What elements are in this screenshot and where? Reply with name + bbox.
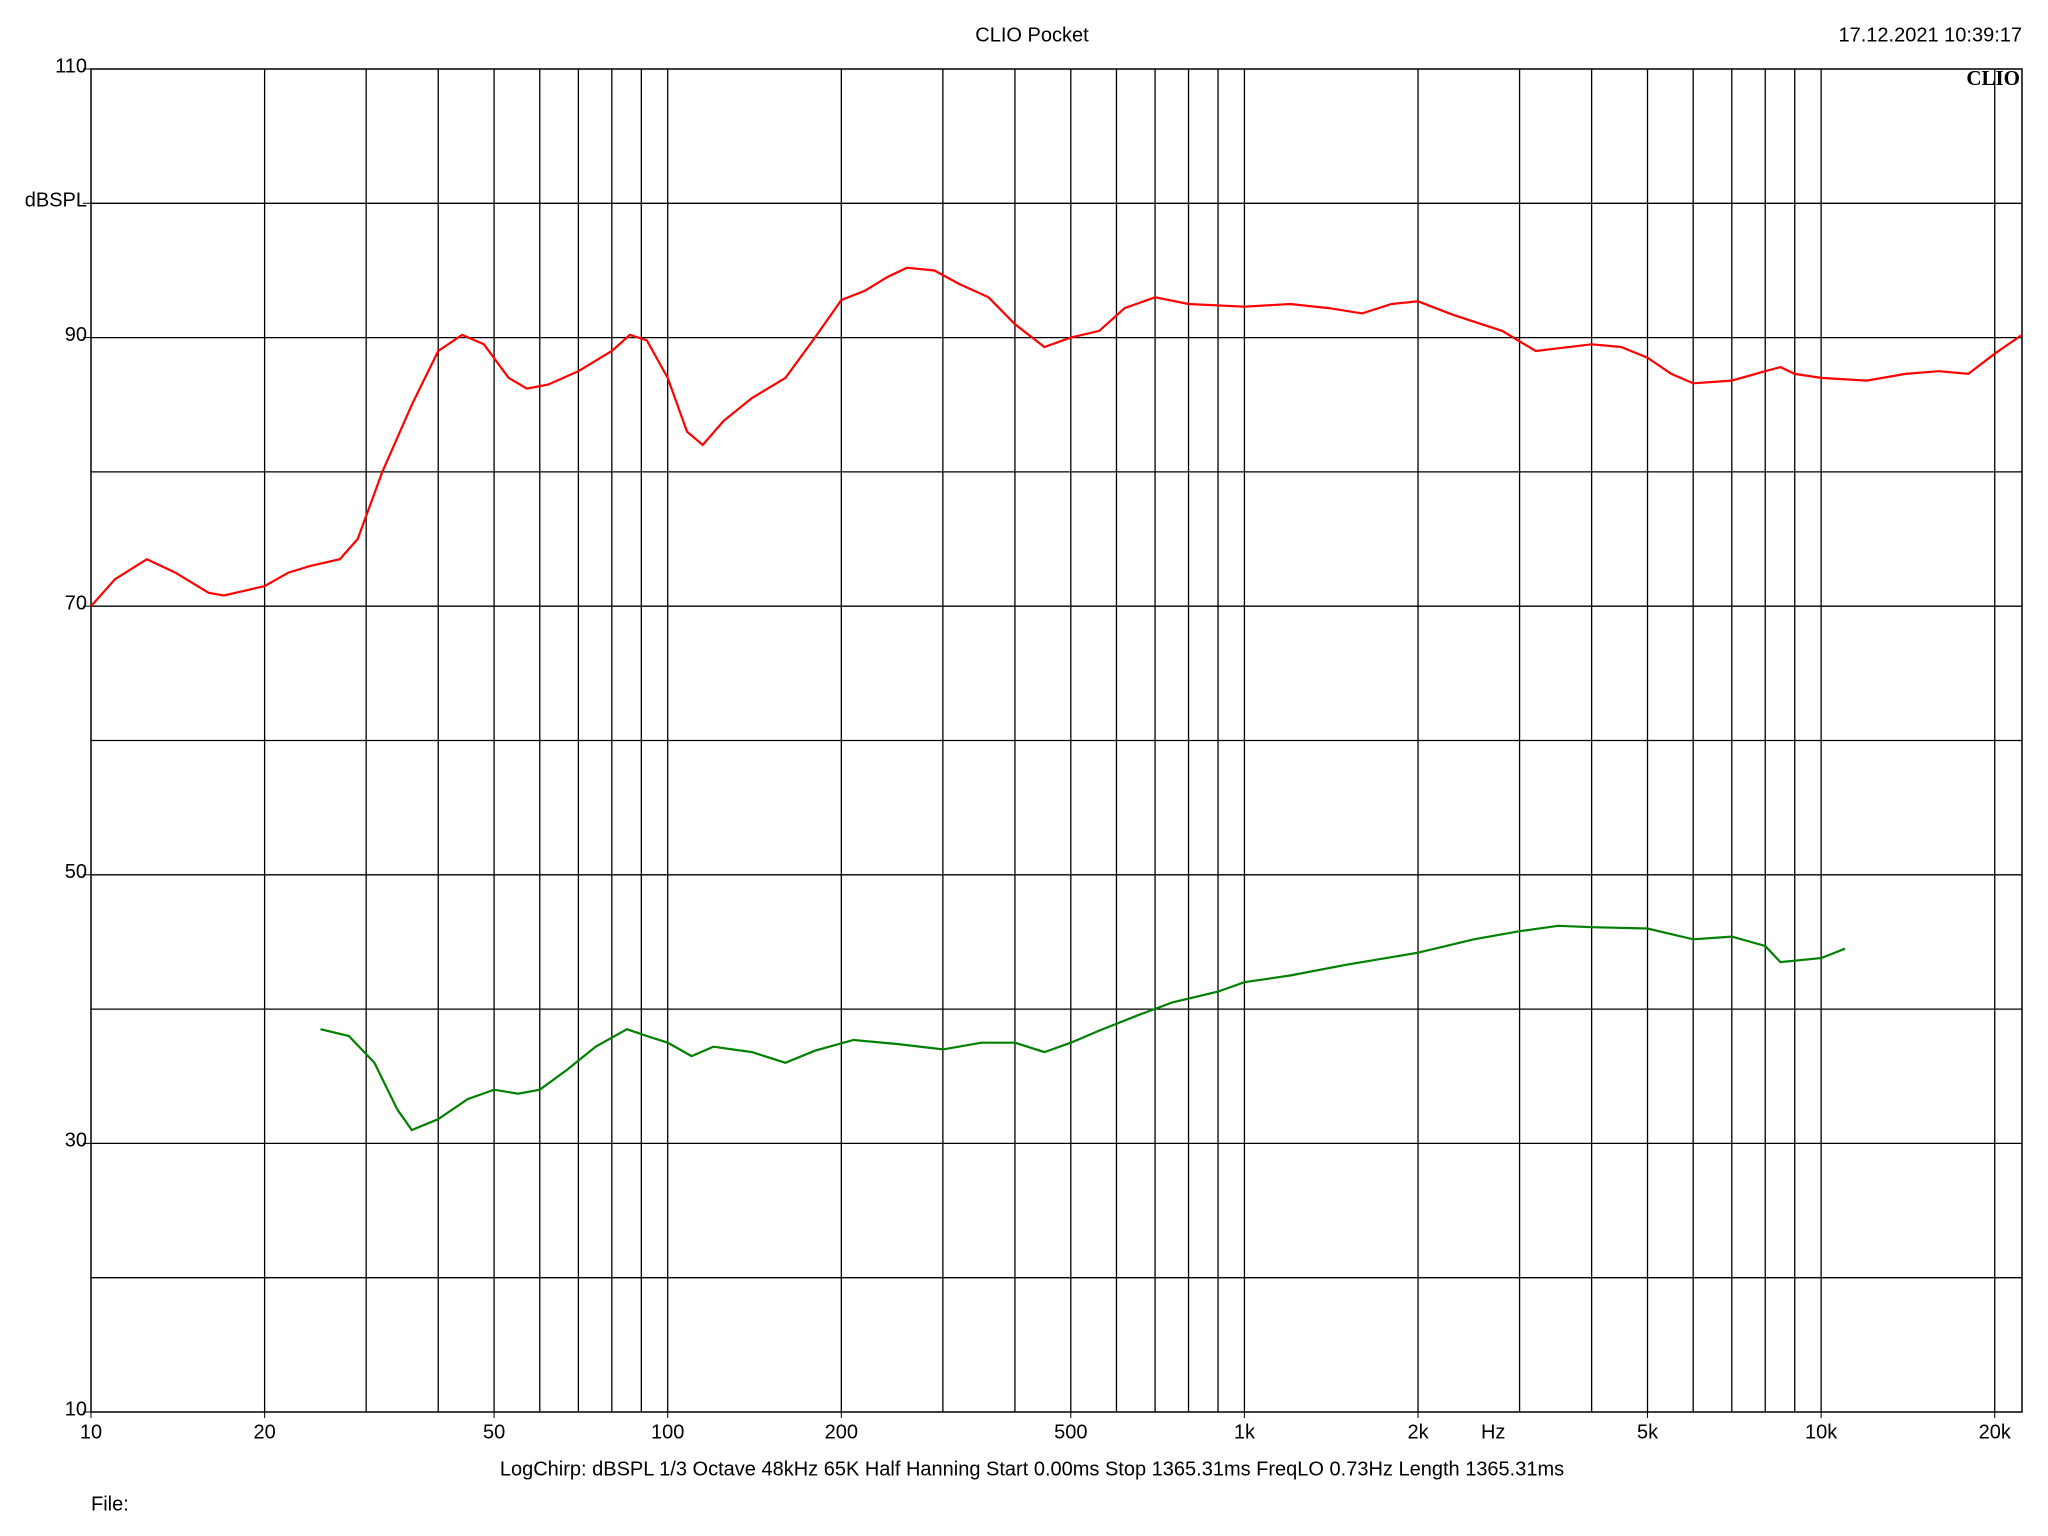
y-tick-label: dBSPL (25, 190, 87, 212)
x-tick-label: 50 (483, 1421, 505, 1443)
file-label: File: (91, 1493, 129, 1515)
y-tick-label: 10 (65, 1398, 87, 1420)
y-tick-label: 50 (65, 861, 87, 883)
y-tick-label: 70 (65, 592, 87, 614)
y-tick-label: 110 (55, 55, 87, 77)
data-line (320, 924, 1846, 1132)
data-line (90, 266, 2023, 607)
y-tick-label: 90 (65, 324, 87, 346)
timestamp: 17.12.2021 10:39:17 (1838, 24, 2022, 46)
chart-title: CLIO Pocket (975, 24, 1089, 46)
x-tick-label: 500 (1054, 1421, 1087, 1443)
plot-frame (90, 68, 2023, 1413)
x-tick-label: 1k (1234, 1421, 1256, 1443)
footer: LogChirp: dBSPL 1/3 Octave 48kHz 65K Hal… (500, 1458, 1564, 1480)
x-tick-label: 10k (1805, 1421, 1838, 1443)
x-tick-label: 20 (253, 1421, 275, 1443)
x-tick-label: 10 (80, 1421, 102, 1443)
x-tick-label: 200 (825, 1421, 858, 1443)
y-tick-label: 30 (65, 1130, 87, 1152)
x-axis-label: Hz (1481, 1421, 1505, 1443)
logo: CLIO (1966, 66, 2020, 90)
x-tick-label: 20k (1979, 1421, 2012, 1443)
x-tick-label: 5k (1637, 1421, 1659, 1443)
x-tick-label: 2k (1407, 1421, 1429, 1443)
x-tick-label: 100 (651, 1421, 684, 1443)
